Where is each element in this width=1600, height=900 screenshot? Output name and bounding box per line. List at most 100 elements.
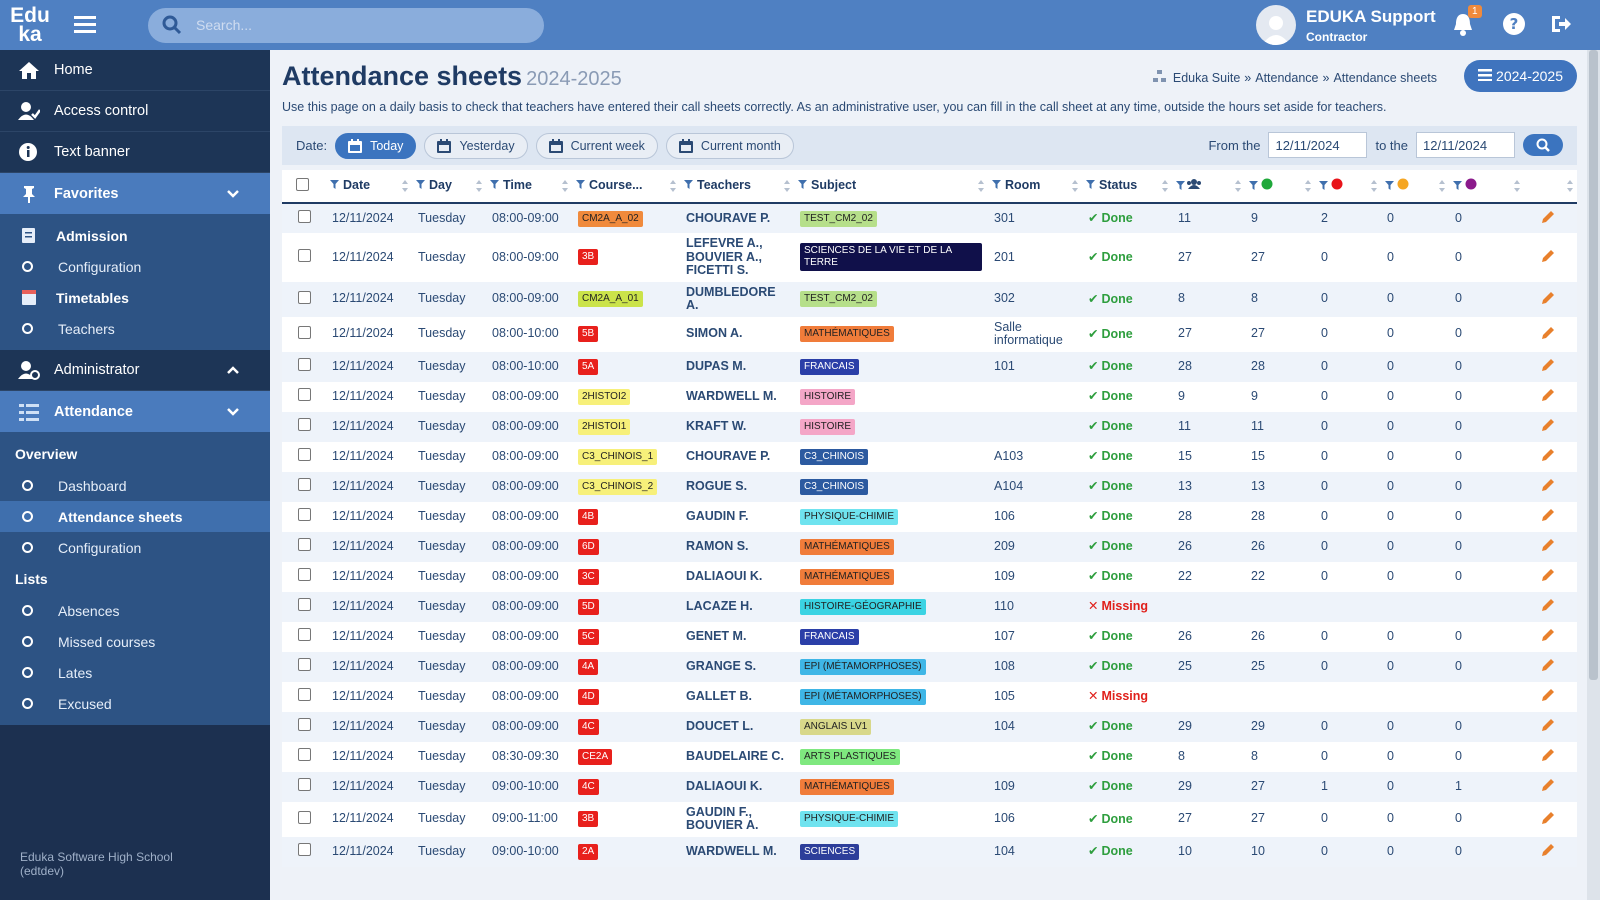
date-filter-button[interactable]: Current month xyxy=(665,132,794,159)
checkbox[interactable] xyxy=(298,478,311,492)
checkbox[interactable] xyxy=(298,388,311,402)
edit-button[interactable] xyxy=(1542,749,1555,764)
submenu-item[interactable]: Dashboard xyxy=(0,470,270,501)
column-header[interactable]: Room xyxy=(988,170,1082,204)
edit-button[interactable] xyxy=(1542,449,1555,464)
checkbox[interactable] xyxy=(298,810,311,824)
submenu-item[interactable]: Absences xyxy=(0,595,270,626)
year-button[interactable]: 2024-2025 xyxy=(1464,60,1577,92)
filter-icon[interactable] xyxy=(684,178,694,192)
column-header[interactable]: Time xyxy=(486,170,572,204)
column-header[interactable]: Teachers xyxy=(680,170,794,204)
submenu-item[interactable]: Missed courses xyxy=(0,626,270,657)
checkbox[interactable] xyxy=(298,210,311,224)
sort-icon[interactable] xyxy=(562,179,568,195)
edit-button[interactable] xyxy=(1542,326,1555,342)
checkbox[interactable] xyxy=(298,628,311,642)
filter-icon[interactable] xyxy=(330,178,340,192)
column-header[interactable]: Status xyxy=(1082,170,1172,204)
scrollbar[interactable] xyxy=(1587,50,1600,900)
sort-icon[interactable] xyxy=(1514,179,1520,195)
edit-button[interactable] xyxy=(1542,569,1555,584)
edit-button[interactable] xyxy=(1542,291,1555,307)
sort-icon[interactable] xyxy=(402,179,408,195)
column-header[interactable] xyxy=(1449,170,1524,204)
column-header[interactable]: Date xyxy=(326,170,412,204)
notifications[interactable] xyxy=(1452,12,1474,36)
checkbox[interactable] xyxy=(298,778,311,792)
breadcrumb-item[interactable]: Eduka Suite xyxy=(1172,71,1241,85)
checkbox[interactable] xyxy=(298,325,311,339)
filter-icon[interactable] xyxy=(798,178,808,192)
checkbox[interactable] xyxy=(298,688,311,702)
edit-button[interactable] xyxy=(1542,779,1555,794)
column-header[interactable] xyxy=(1172,170,1245,204)
sort-icon[interactable] xyxy=(670,179,676,195)
sort-icon[interactable] xyxy=(978,179,984,195)
filter-icon[interactable] xyxy=(490,178,500,192)
sort-icon[interactable] xyxy=(476,179,482,195)
checkbox[interactable] xyxy=(298,658,311,672)
checkbox[interactable] xyxy=(298,448,311,462)
checkbox[interactable] xyxy=(298,418,311,432)
checkbox[interactable] xyxy=(298,290,311,304)
edit-button[interactable] xyxy=(1542,509,1555,524)
filter-icon[interactable] xyxy=(416,178,426,192)
menu-toggle[interactable] xyxy=(74,16,96,34)
submenu-header[interactable]: Timetables xyxy=(0,282,270,313)
column-header[interactable] xyxy=(1315,170,1381,204)
filter-icon[interactable] xyxy=(1385,179,1395,193)
edit-button[interactable] xyxy=(1542,689,1555,704)
date-filter-button[interactable]: Today xyxy=(335,132,417,159)
edit-button[interactable] xyxy=(1542,844,1555,859)
edit-button[interactable] xyxy=(1542,659,1555,674)
checkbox[interactable] xyxy=(298,843,311,857)
submenu-item-active[interactable]: Attendance sheets xyxy=(0,501,270,532)
nav-section[interactable]: Attendance xyxy=(0,391,270,432)
sort-icon[interactable] xyxy=(1439,179,1445,195)
submenu-header[interactable]: Admission xyxy=(0,220,270,251)
sort-icon[interactable] xyxy=(1371,179,1377,195)
edit-button[interactable] xyxy=(1542,479,1555,494)
user-menu[interactable]: EDUKA Support Contractor xyxy=(1256,5,1436,45)
checkbox[interactable] xyxy=(298,249,311,262)
submenu-item[interactable]: Excused xyxy=(0,688,270,719)
column-header[interactable] xyxy=(1245,170,1315,204)
filter-icon[interactable] xyxy=(1086,178,1096,192)
edit-button[interactable] xyxy=(1542,389,1555,404)
sort-icon[interactable] xyxy=(1567,179,1573,195)
edit-button[interactable] xyxy=(1542,599,1555,614)
submenu-item[interactable]: Configuration xyxy=(0,532,270,563)
edit-button[interactable] xyxy=(1542,539,1555,554)
search-box[interactable]: Search... xyxy=(148,7,544,43)
filter-icon[interactable] xyxy=(1176,179,1186,193)
column-header[interactable] xyxy=(1381,170,1449,204)
to-input[interactable]: 12/11/2024 xyxy=(1416,132,1515,158)
submenu-item[interactable]: Configuration xyxy=(0,251,270,282)
column-header[interactable]: Day xyxy=(412,170,486,204)
search-button[interactable] xyxy=(1523,134,1563,156)
submenu-item[interactable]: Teachers xyxy=(0,313,270,344)
edit-button[interactable] xyxy=(1542,719,1555,734)
nav-section[interactable]: Favorites xyxy=(0,173,270,214)
from-input[interactable]: 12/11/2024 xyxy=(1268,132,1368,158)
edit-button[interactable] xyxy=(1542,419,1555,434)
checkbox[interactable] xyxy=(298,568,311,582)
date-filter-button[interactable]: Yesterday xyxy=(424,132,528,159)
nav-item[interactable]: Administrator xyxy=(0,350,270,391)
submenu-item[interactable]: Lates xyxy=(0,657,270,688)
breadcrumb-item[interactable]: Attendance xyxy=(1255,71,1319,85)
edit-button[interactable] xyxy=(1542,250,1555,265)
column-header[interactable]: Course... xyxy=(572,170,680,204)
nav-item[interactable]: Text banner xyxy=(0,132,270,173)
checkbox[interactable] xyxy=(298,538,311,552)
checkbox[interactable] xyxy=(296,178,309,191)
nav-item[interactable]: Home xyxy=(0,50,270,91)
logo[interactable]: Edu ka xyxy=(0,5,60,45)
sort-icon[interactable] xyxy=(784,179,790,195)
checkbox[interactable] xyxy=(298,358,311,372)
date-filter-button[interactable]: Current week xyxy=(535,132,658,159)
edit-button[interactable] xyxy=(1542,629,1555,644)
filter-icon[interactable] xyxy=(1249,179,1259,193)
column-header[interactable]: Subject xyxy=(794,170,988,204)
